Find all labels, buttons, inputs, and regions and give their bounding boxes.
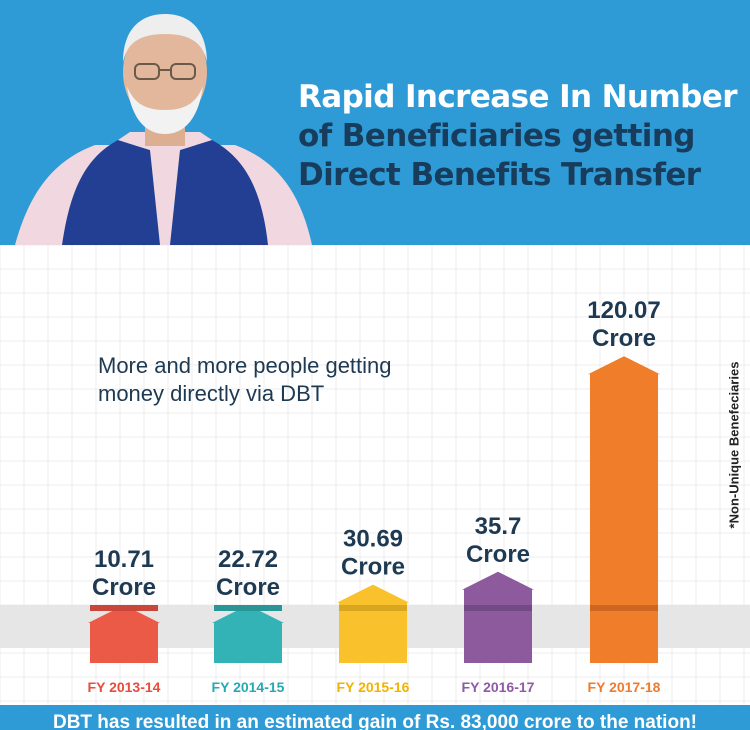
- data-label-unit: Crore: [341, 554, 405, 581]
- bar-shadow: [90, 605, 158, 611]
- data-label-value: 22.72: [218, 546, 278, 573]
- chart-area: 10.71 Crore FY 2013-14 22.72 Crore FY 2014-15…: [0, 245, 750, 705]
- title-line-3: Direct Benefits Transfer: [298, 157, 701, 193]
- title-line-1: Rapid Increase In Number: [298, 79, 737, 115]
- x-tick-label: FY 2013-14: [88, 679, 161, 695]
- header-banner: Rapid Increase In Number of Beneficiarie…: [0, 0, 750, 245]
- bar-shadow: [214, 605, 282, 611]
- bar-shape: [462, 571, 534, 663]
- chart-subtitle: More and more people getting money direc…: [98, 352, 478, 408]
- bar-shadow: [464, 605, 532, 611]
- bar-shadow: [339, 605, 407, 611]
- data-label-unit: Crore: [592, 325, 656, 352]
- title-line-2: of Beneficiaries getting: [298, 118, 695, 154]
- footnote-text: *Non-Unique Benefeciaries: [726, 361, 742, 529]
- data-label-unit: Crore: [92, 574, 156, 601]
- data-label-value: 120.07: [587, 297, 660, 324]
- data-label-unit: Crore: [466, 541, 530, 568]
- subtitle-line-2: money directly via DBT: [98, 381, 325, 406]
- data-label-unit: Crore: [216, 574, 280, 601]
- page-title: Rapid Increase In Number of Beneficiarie…: [298, 78, 738, 195]
- x-tick-label: FY 2014-15: [212, 679, 285, 695]
- bar-shape: [212, 604, 284, 663]
- subtitle-line-1: More and more people getting: [98, 353, 392, 378]
- x-tick-label: FY 2016-17: [462, 679, 535, 695]
- data-label-value: 30.69: [343, 526, 403, 553]
- bar-shape: [337, 584, 409, 663]
- bar-shadow: [590, 605, 658, 611]
- bottom-banner-text: DBT has resulted in an estimated gain of…: [52, 712, 698, 730]
- bar-shape: [88, 605, 160, 663]
- x-tick-label: FY 2015-16: [337, 679, 410, 695]
- footnote: *Non-Unique Benefeciaries: [724, 345, 744, 545]
- data-label-value: 10.71: [94, 546, 154, 573]
- portrait-illustration: [15, 14, 312, 245]
- data-label-value: 35.7: [475, 513, 522, 540]
- x-tick-label: FY 2017-18: [588, 679, 661, 695]
- bottom-banner: DBT has resulted in an estimated gain of…: [0, 705, 750, 730]
- bar-shape: [588, 356, 660, 663]
